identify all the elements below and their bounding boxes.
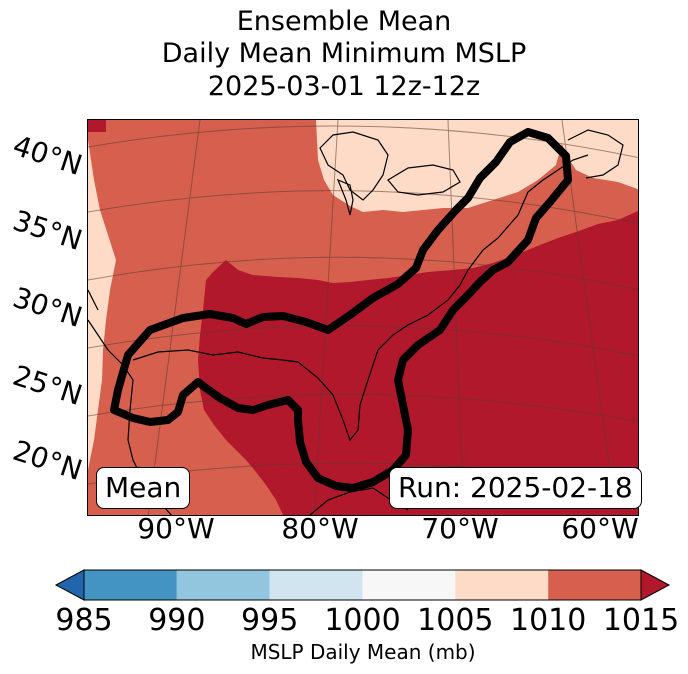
colorbar-bin-995-1000 [269, 570, 363, 600]
colorbar-label: MSLP Daily Mean (mb) [250, 640, 476, 664]
lat-label-40n: 40°N [8, 128, 87, 183]
colorbar-outline [83, 569, 642, 601]
lat-label-25n: 25°N [8, 358, 87, 413]
colorbar-bin-1000-1005 [362, 570, 456, 600]
colorbar-tick-990: 990 [148, 603, 206, 638]
lat-label-20n: 20°N [8, 433, 87, 488]
mean-annotation: Mean [96, 467, 191, 509]
colorbar [54, 569, 671, 601]
colorbar-tick-985: 985 [55, 603, 113, 638]
field-1005-1010 [88, 120, 638, 515]
highlight-contour [110, 128, 572, 492]
colorbar-tick-1015: 1015 [602, 603, 680, 638]
lon-label-60w: 60°W [561, 512, 639, 545]
map-panel [87, 119, 639, 516]
lon-label-80w: 80°W [281, 512, 359, 545]
field-1000-1005-north [316, 120, 563, 212]
run-date-annotation: Run: 2025-02-18 [389, 467, 642, 509]
colorbar-bin-985-990 [84, 570, 177, 600]
colorbar-extend-low [54, 569, 85, 601]
lon-label-70w: 70°W [421, 512, 499, 545]
colorbar-extend-high [640, 569, 671, 601]
field-1015-corner [88, 120, 106, 132]
lon-label-90w: 90°W [137, 512, 215, 545]
lat-label-35n: 35°N [8, 203, 87, 258]
chart-title-line-2: Daily Mean Minimum MSLP [161, 38, 527, 69]
field-1000-1005-west [88, 140, 116, 470]
mslp-map [88, 120, 638, 515]
colorbar-tick-1000: 1000 [324, 603, 401, 638]
chart-title-line-3: 2025-03-01 12z-12z [207, 71, 481, 102]
field-1000-1005-ne [558, 120, 638, 190]
colorbar-tick-995: 995 [241, 603, 299, 638]
colorbar-tick-1005: 1005 [417, 603, 494, 638]
lat-label-30n: 30°N [8, 280, 87, 335]
colorbar-bin-990-995 [176, 570, 270, 600]
colorbar-bin-1005-1010 [455, 570, 549, 600]
chart-title-line-1: Ensemble Mean [236, 6, 452, 37]
colorbar-bin-1010-1015 [548, 570, 641, 600]
colorbar-tick-1010: 1010 [509, 603, 587, 638]
